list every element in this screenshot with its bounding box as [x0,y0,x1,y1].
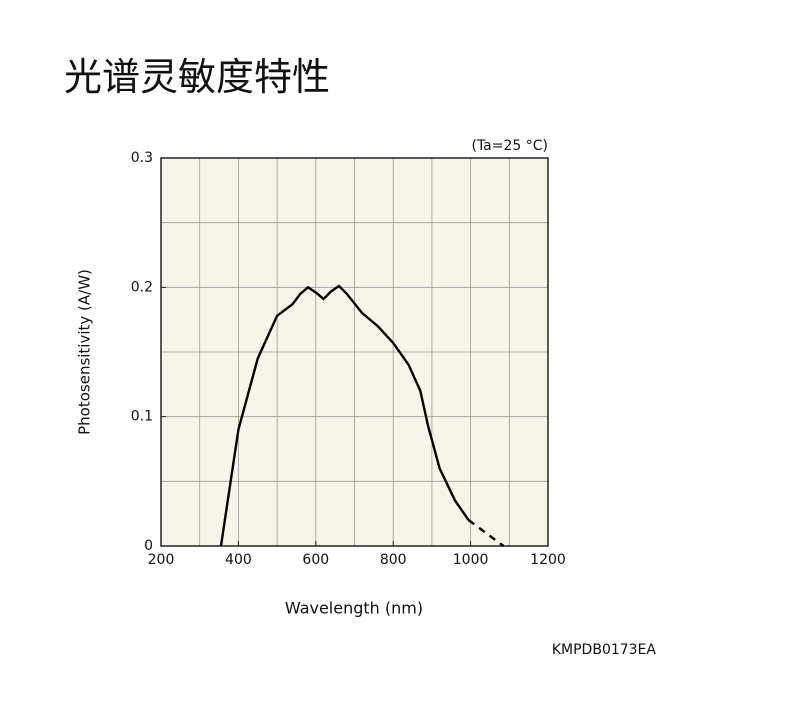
y-axis-label: Photosensitivity (A/W) [76,269,94,435]
annotation: (Ta=25 °C) [471,138,548,154]
plot-frame [160,157,549,547]
y-tick-label: 0.3 [131,150,153,166]
y-tick-label: 0 [144,538,153,554]
x-tick-label: 800 [380,552,407,568]
curve [219,284,470,547]
x-tick-label: 1000 [453,552,489,568]
x-tick-label: 400 [225,552,252,568]
figure-code: KMPDB0173EA [552,642,657,658]
y-tick-label: 0.1 [131,409,153,425]
x-axis-label: Wavelength (nm) [285,599,423,618]
x-tick-label: 600 [302,552,329,568]
chart-title: 光谱灵敏度特性 [64,55,330,99]
x-tick-label: 1200 [530,552,566,568]
y-tick-label: 0.2 [131,279,153,295]
x-tick-label: 200 [148,552,175,568]
